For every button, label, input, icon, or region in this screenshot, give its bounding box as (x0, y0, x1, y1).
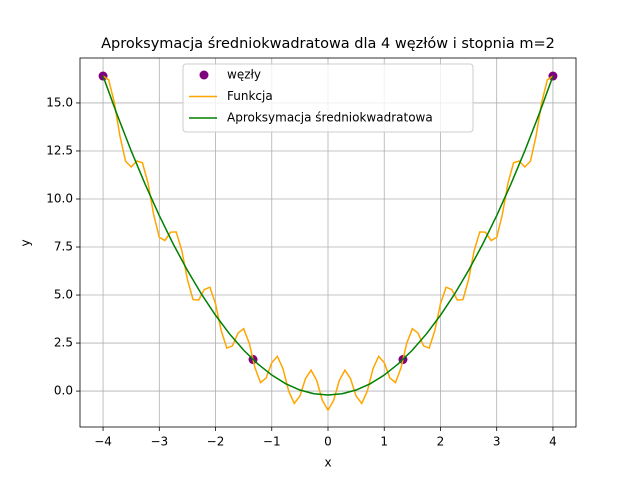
legend-label: węzły (227, 68, 261, 82)
x-tick-label: −2 (207, 435, 225, 449)
legend-label: Funkcja (227, 89, 273, 103)
plot-frame (79, 57, 577, 428)
x-tick-label: 0 (324, 435, 332, 449)
x-tick-label: 2 (437, 435, 445, 449)
x-tick-label: −3 (150, 435, 168, 449)
y-tick-label: 5.0 (54, 288, 73, 302)
legend-box (182, 63, 474, 133)
line (102, 75, 554, 396)
x-tick-label: 4 (549, 435, 557, 449)
y-tick-label: 15.0 (46, 95, 73, 109)
y-axis-label: y (19, 239, 33, 246)
legend: węzły Funkcja Aproksymacja średniokwadrato… (182, 63, 474, 133)
x-tick-label: 1 (380, 435, 388, 449)
legend-label: Aproksymacja średniokwadratowa (227, 111, 433, 125)
y-tick-label: 10.0 (46, 191, 73, 205)
x-tick-label: −4 (94, 435, 112, 449)
y-tick-label: 7.5 (54, 240, 73, 254)
x-tick-label: −1 (263, 435, 281, 449)
chart-title: Aproksymacja średniokwadratowa dla 4 węz… (101, 36, 555, 52)
line (102, 75, 554, 412)
x-tick-label: 3 (493, 435, 501, 449)
y-tick-label: 0.0 (54, 384, 73, 398)
legend-marker (199, 70, 209, 80)
y-tick-label: 12.5 (46, 143, 73, 157)
x-axis-label: x (324, 456, 331, 470)
y-tick-label: 2.5 (54, 336, 73, 350)
